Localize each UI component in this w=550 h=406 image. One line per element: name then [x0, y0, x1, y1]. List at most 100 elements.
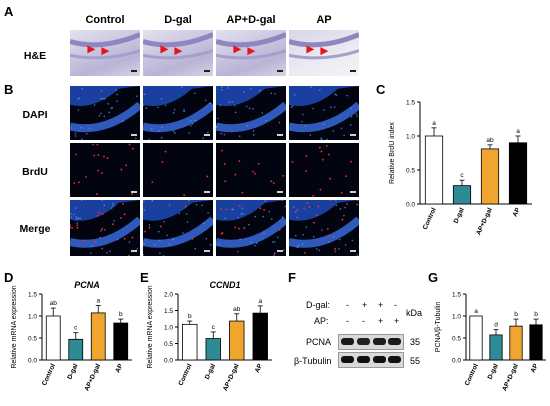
- blot-band: [357, 338, 370, 345]
- panel-letter-e: E: [140, 270, 149, 285]
- y-tick-label: 1.5: [406, 100, 415, 107]
- y-tick-label: 0.0: [406, 202, 415, 209]
- blot-dgal-sign: +: [362, 300, 368, 310]
- blot-dgal-label: D-gal:: [306, 300, 331, 310]
- category-label: AP: [254, 362, 264, 374]
- significance-letter: a: [516, 128, 520, 135]
- category-label: Control: [422, 207, 438, 231]
- arrowhead-marker: [233, 45, 242, 54]
- arrowhead-marker: [306, 45, 315, 54]
- chart-title: CCND1: [209, 280, 240, 290]
- panel-letter-c: C: [376, 82, 386, 97]
- y-tick-label: 0.5: [452, 336, 461, 343]
- category-label: AP: [512, 206, 522, 218]
- category-label: D-gal: [487, 363, 500, 381]
- merge-micrograph: [70, 200, 140, 256]
- y-tick-label: 1.0: [28, 314, 37, 321]
- blot-band: [357, 356, 370, 363]
- significance-letter: a: [432, 120, 436, 127]
- row-label-dapi: DAPI: [22, 109, 48, 121]
- brdu-micrograph: [143, 143, 213, 197]
- y-tick-label: 1.5: [28, 292, 37, 299]
- dapi-micrograph: [70, 86, 140, 140]
- y-tick-label: 1.5: [164, 308, 173, 315]
- significance-letter: d: [494, 322, 498, 329]
- merge-micrograph: [216, 200, 286, 256]
- category-label: AP+D-gal: [501, 363, 520, 392]
- bar: [45, 315, 61, 361]
- significance-letter: c: [212, 324, 216, 331]
- category-label: Control: [41, 363, 57, 387]
- bar: [68, 338, 84, 361]
- dapi-micrograph: [143, 86, 213, 140]
- dapi-micrograph: [289, 86, 359, 140]
- merge-micrograph: [143, 200, 213, 256]
- category-label: AP+D-gal: [83, 363, 102, 392]
- category-label: D-gal: [204, 363, 217, 381]
- bar: [508, 142, 528, 205]
- y-tick-label: 0.0: [28, 358, 37, 365]
- arrowhead-marker: [101, 47, 110, 56]
- arrowhead-marker: [174, 47, 183, 56]
- blot-tubulin-kda: 55: [410, 356, 421, 366]
- row-label-he: H&E: [23, 50, 47, 62]
- row-label-merge: Merge: [19, 223, 51, 235]
- significance-letter: ab: [486, 137, 494, 144]
- category-label: D-gal: [453, 207, 466, 225]
- he-micrograph: [143, 30, 213, 76]
- category-label: AP+D-gal: [222, 363, 241, 392]
- he-micrograph: [289, 30, 359, 76]
- chart-pcna-mrna: PCNA 0.0 0.5 1.0 1.5 Relative mRNA expression…: [11, 280, 132, 392]
- blot-band: [388, 338, 401, 345]
- group-label-control: Control: [85, 14, 125, 26]
- blot-band: [373, 356, 386, 363]
- significance-letter: a: [96, 297, 100, 304]
- scale-bar: [131, 70, 137, 72]
- y-tick-label: 0.0: [164, 358, 173, 365]
- y-tick-label: 0.5: [406, 168, 415, 175]
- significance-letter: ab: [233, 306, 241, 313]
- scale-bar: [277, 134, 283, 136]
- bar: [113, 322, 129, 361]
- blot-pcna-strip: [338, 334, 404, 350]
- panel-letter-a: A: [4, 4, 14, 19]
- category-label: Control: [177, 363, 193, 387]
- blot-band: [341, 338, 354, 345]
- bar: [480, 148, 500, 205]
- blot-ap-sign: +: [394, 316, 400, 326]
- bar: [90, 312, 106, 361]
- y-axis-label: Relative BrdU index: [389, 122, 396, 184]
- y-tick-label: 0.5: [28, 336, 37, 343]
- panel-letter-g: G: [428, 270, 439, 285]
- blot-ap-sign: -: [362, 316, 365, 326]
- blot-band: [388, 356, 401, 363]
- bar: [229, 320, 245, 361]
- blot-tubulin-label: β-Tubulin: [294, 356, 332, 366]
- group-label-ap-dgal: AP+D-gal: [226, 14, 276, 26]
- y-tick-label: 1.0: [406, 134, 415, 141]
- scale-bar: [204, 70, 210, 72]
- row-label-brdu: BrdU: [22, 166, 48, 178]
- arrowhead-marker: [320, 47, 329, 56]
- y-tick-label: 1.0: [164, 325, 173, 332]
- blot-ap-sign: -: [346, 316, 349, 326]
- blot-dgal-sign: -: [394, 300, 397, 310]
- bar: [469, 315, 483, 361]
- significance-letter: a: [258, 298, 262, 305]
- significance-letter: b: [119, 311, 123, 318]
- blot-band: [373, 338, 386, 345]
- y-tick-label: 1.0: [452, 314, 461, 321]
- arrowhead-marker: [247, 47, 256, 56]
- bar: [182, 323, 198, 361]
- scale-bar: [350, 70, 356, 72]
- blot-ap-sign: +: [378, 316, 384, 326]
- dapi-micrograph: [216, 86, 286, 140]
- he-micrograph: [216, 30, 286, 76]
- scale-bar: [204, 191, 210, 193]
- blot-tubulin-strip: [338, 352, 404, 368]
- blot-pcna-label: PCNA: [306, 337, 332, 347]
- arrowhead-marker: [87, 45, 96, 54]
- scale-bar: [204, 134, 210, 136]
- scale-bar: [131, 191, 137, 193]
- brdu-micrograph: [70, 143, 140, 197]
